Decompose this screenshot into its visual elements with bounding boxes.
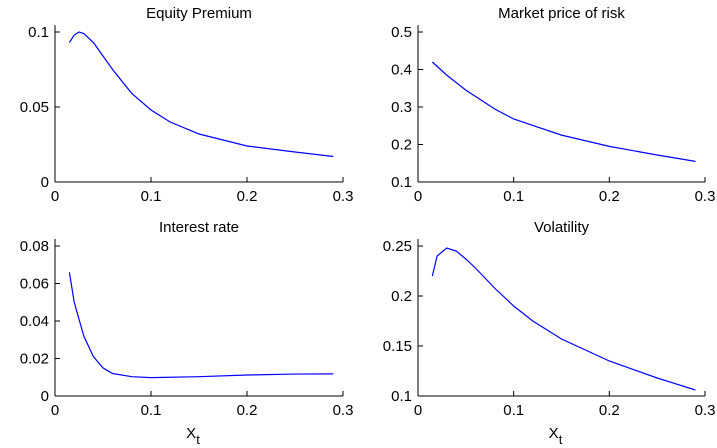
subplot-title: Interest rate xyxy=(159,219,239,236)
x-tick-label: 0.2 xyxy=(237,188,258,205)
x-tick-label: 0 xyxy=(51,402,59,419)
y-tick-label: 0.4 xyxy=(391,62,412,79)
y-tick-label: 0.3 xyxy=(391,99,412,116)
subplot-title: Market price of risk xyxy=(498,5,625,22)
x-axis-label: Xt xyxy=(549,425,563,447)
y-tick-label: 0 xyxy=(41,174,49,191)
x-tick-label: 0.3 xyxy=(333,188,354,205)
y-tick-label: 0.1 xyxy=(28,24,49,41)
y-tick-label: 0 xyxy=(41,388,49,405)
x-tick-label: 0.1 xyxy=(503,402,524,419)
y-tick-label: 0.02 xyxy=(20,351,49,368)
x-tick-label: 0 xyxy=(414,188,422,205)
x-tick-label: 0.3 xyxy=(695,402,716,419)
x-tick-label: 0.2 xyxy=(599,402,620,419)
subplot-title: Equity Premium xyxy=(146,5,252,22)
x-tick-label: 0.2 xyxy=(237,402,258,419)
line-series xyxy=(68,272,334,379)
y-tick-label: 0.08 xyxy=(20,238,49,255)
x-tick-label: 0.1 xyxy=(141,188,162,205)
x-axis-label-subscript: t xyxy=(559,432,563,447)
x-tick-label: 0.3 xyxy=(695,188,716,205)
y-tick-label: 0.05 xyxy=(20,99,49,116)
x-axis-label: Xt xyxy=(186,425,200,447)
line-series xyxy=(431,247,696,391)
x-tick-label: 0 xyxy=(414,402,422,419)
x-tick-label: 0.1 xyxy=(503,188,524,205)
y-tick-label: 0.5 xyxy=(391,24,412,41)
x-tick-label: 0.3 xyxy=(333,402,354,419)
y-tick-label: 0.06 xyxy=(20,276,49,293)
x-axis-label-main: X xyxy=(549,425,559,442)
x-axis-label-main: X xyxy=(186,425,196,442)
line-series xyxy=(431,61,696,162)
y-tick-label: 0.2 xyxy=(391,288,412,305)
y-tick-label: 0.25 xyxy=(383,238,412,255)
y-tick-label: 0.2 xyxy=(391,137,412,154)
subplot-title: Volatility xyxy=(534,219,590,236)
y-tick-label: 0.15 xyxy=(383,338,412,355)
x-tick-label: 0 xyxy=(51,188,59,205)
y-tick-label: 0.1 xyxy=(391,174,412,191)
x-tick-label: 0.2 xyxy=(599,188,620,205)
y-tick-label: 0.1 xyxy=(391,388,412,405)
x-axis-label-subscript: t xyxy=(196,432,200,447)
line-series xyxy=(68,31,334,158)
x-tick-label: 0.1 xyxy=(141,402,162,419)
y-tick-label: 0.04 xyxy=(20,313,49,330)
